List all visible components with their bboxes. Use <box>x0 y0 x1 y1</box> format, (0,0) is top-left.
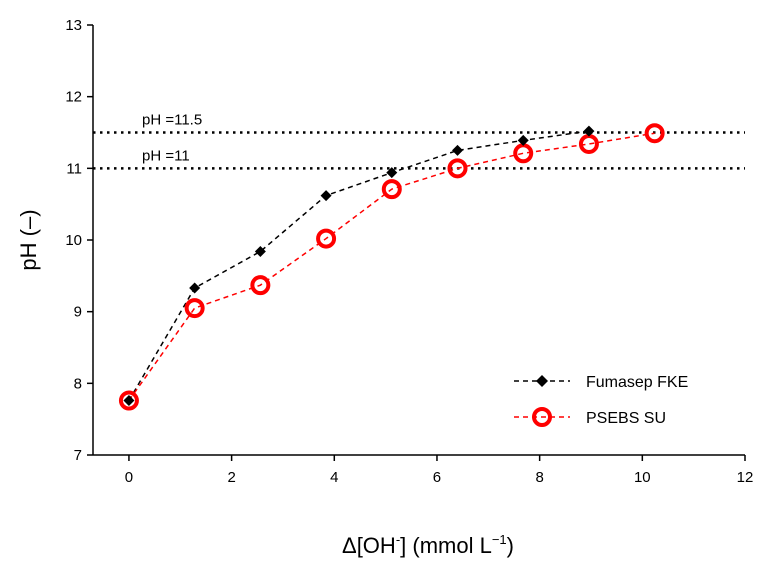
data-point-diamond <box>386 167 398 179</box>
y-tick-label: 8 <box>74 375 82 392</box>
x-tick-label: 6 <box>433 469 441 486</box>
x-tick-label: 4 <box>330 469 338 486</box>
reference-line-label: pH =11 <box>142 147 190 164</box>
legend: Fumasep FKE PSEBS SU <box>514 374 688 427</box>
axes: 7 8 9 10 11 12 13 0 2 4 6 8 10 12 <box>65 17 753 486</box>
data-point-diamond <box>320 190 332 202</box>
x-tick-label: 2 <box>227 469 235 486</box>
x-axis-title-sup-2: −1 <box>492 532 507 547</box>
x-tick-label: 0 <box>125 469 133 486</box>
series-line-2 <box>128 132 655 401</box>
data-point-circle <box>513 143 534 164</box>
data-point-diamond <box>123 395 135 407</box>
ref-lines: pH =11.5 pH =11 <box>93 112 745 170</box>
legend-label-1: Fumasep FKE <box>586 374 688 391</box>
legend-marker-diamond <box>536 375 548 387</box>
x-axis-title-part-1: Δ[OH <box>342 533 396 558</box>
series-line-1 <box>128 130 590 401</box>
y-tick-label: 13 <box>65 17 82 34</box>
y-tick-label: 7 <box>74 447 82 464</box>
y-tick-label: 12 <box>65 89 82 106</box>
x-tick-label: 10 <box>634 469 651 486</box>
x-axis-title: Δ[OH-] (mmol L−1) <box>342 532 514 558</box>
series-markers <box>118 123 665 411</box>
y-tick-label: 10 <box>65 232 82 249</box>
data-point-diamond <box>189 282 201 294</box>
data-point-circle <box>316 228 337 249</box>
legend-entry-1: Fumasep FKE <box>514 374 688 391</box>
data-point-circle <box>184 298 205 319</box>
data-point-circle <box>250 275 271 296</box>
legend-marker-circle <box>532 407 552 427</box>
y-axis-title: pH (–) <box>16 209 41 270</box>
series-lines <box>128 130 655 401</box>
legend-label-2: PSEBS SU <box>586 410 666 427</box>
x-axis-title-part-2: ] (mmol L <box>400 533 492 558</box>
x-axis-title-part-3: ) <box>507 533 514 558</box>
data-point-diamond <box>517 134 529 146</box>
legend-entry-2: PSEBS SU <box>514 407 666 427</box>
data-point-circle <box>644 123 665 144</box>
x-tick-label: 12 <box>737 469 754 486</box>
y-tick-label: 9 <box>74 304 82 321</box>
data-point-circle <box>578 133 599 154</box>
data-point-circle <box>118 390 139 411</box>
data-point-circle <box>447 158 468 179</box>
data-point-diamond <box>254 245 266 257</box>
data-point-circle <box>381 179 402 200</box>
data-point-diamond <box>583 125 595 137</box>
x-tick-label: 8 <box>535 469 543 486</box>
data-point-diamond <box>452 144 464 156</box>
y-tick-label: 11 <box>66 160 82 177</box>
reference-line-label: pH =11.5 <box>142 112 202 129</box>
x-axis-title-sup-1: - <box>396 532 400 547</box>
